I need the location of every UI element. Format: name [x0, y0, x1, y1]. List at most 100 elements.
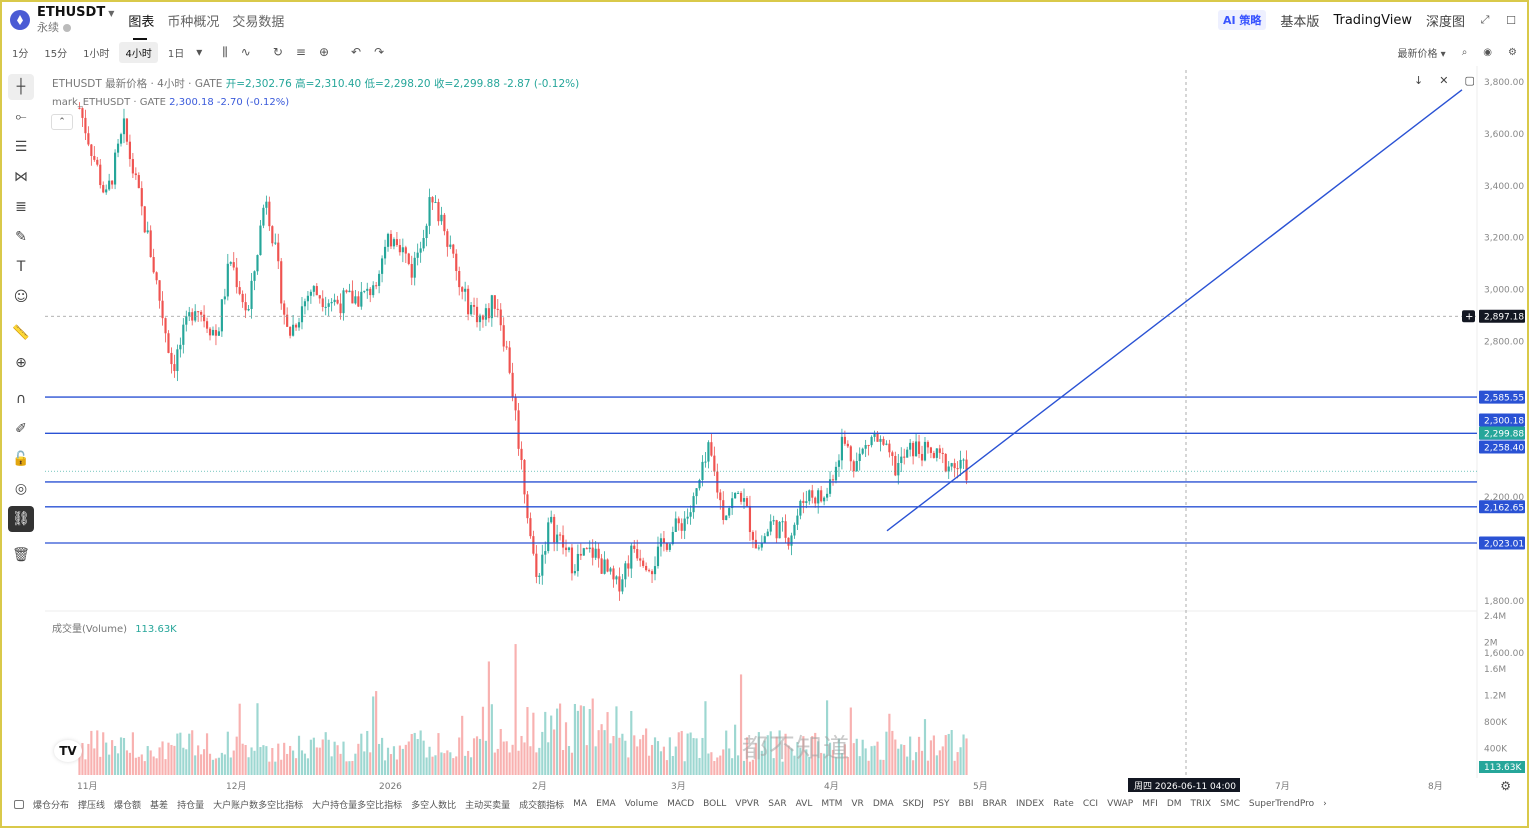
- chart-settings-icon[interactable]: ⚙: [1500, 779, 1511, 793]
- zoom-icon[interactable]: ⊕: [15, 355, 27, 371]
- indicator-BBI[interactable]: BBI: [958, 799, 974, 809]
- indicator-INDEX[interactable]: INDEX: [1016, 799, 1045, 809]
- indicator-TRIX[interactable]: TRIX: [1190, 799, 1212, 809]
- volume-bar: [796, 742, 799, 775]
- indicator-SAR[interactable]: SAR: [768, 799, 787, 809]
- link-icon[interactable]: ⛓: [8, 506, 34, 532]
- eye-icon[interactable]: ◎: [14, 481, 28, 497]
- indicator-panel-icon[interactable]: [14, 799, 24, 809]
- indicator-SMC[interactable]: SMC: [1220, 799, 1240, 809]
- timeframe-0[interactable]: 1分: [12, 48, 29, 60]
- indicator-成交额指标[interactable]: 成交额指标: [519, 800, 565, 811]
- indicator-AVL[interactable]: AVL: [795, 799, 813, 809]
- crosshair-icon[interactable]: ┼: [8, 74, 34, 100]
- x-tick-label-2: 2026: [379, 782, 402, 792]
- timeframe-dropdown-icon[interactable]: ▾: [196, 45, 203, 59]
- indicator-撑压线[interactable]: 撑压线: [78, 800, 106, 811]
- volume-bar: [906, 756, 909, 775]
- lock-draw-icon[interactable]: ✐: [15, 421, 27, 437]
- indicators-icon[interactable]: ∿: [240, 45, 251, 59]
- candle-body: [102, 185, 105, 193]
- text-icon[interactable]: T: [16, 259, 26, 275]
- candle-body: [772, 520, 775, 522]
- indicator-PSY[interactable]: PSY: [932, 799, 950, 809]
- legend-low: 低=2,298.20: [364, 78, 431, 90]
- collapse-legend-button[interactable]: ⌃: [51, 114, 73, 130]
- pattern-icon[interactable]: ⋈: [14, 169, 28, 185]
- indicator-BOLL[interactable]: BOLL: [703, 799, 727, 809]
- camera-icon[interactable]: ◉: [1483, 46, 1493, 58]
- ruler-icon[interactable]: 📏: [12, 325, 30, 341]
- candle-body: [529, 518, 532, 537]
- indicator-爆仓额[interactable]: 爆仓额: [114, 800, 142, 811]
- volume-bar: [802, 736, 805, 775]
- indicator-MTM[interactable]: MTM: [821, 799, 843, 809]
- search-icon[interactable]: ⌕: [1461, 46, 1468, 58]
- candle-body: [900, 456, 903, 463]
- tab-0[interactable]: 图表: [128, 5, 154, 40]
- redo-icon[interactable]: ↷: [374, 45, 385, 59]
- arrow-down-icon[interactable]: ↓: [1414, 74, 1424, 87]
- indicator-大户账户数多空比指标[interactable]: 大户账户数多空比指标: [213, 800, 304, 811]
- indicator-DMA[interactable]: DMA: [872, 799, 894, 809]
- tab-2[interactable]: 交易数据: [232, 14, 285, 30]
- timeframe-1[interactable]: 15分: [44, 48, 68, 60]
- horizontal-ray-icon[interactable]: ⟜: [15, 109, 27, 125]
- indicator-主动买卖量[interactable]: 主动买卖量: [465, 800, 511, 811]
- indicator-Rate[interactable]: Rate: [1053, 799, 1074, 809]
- depth-chart-button[interactable]: 深度图: [1425, 14, 1465, 30]
- fib-icon[interactable]: ≣: [15, 199, 27, 215]
- ai-strategy-button[interactable]: AI 策略: [1217, 10, 1267, 30]
- maximize-icon[interactable]: ▢: [1464, 74, 1475, 87]
- basic-view-button[interactable]: 基本版: [1280, 14, 1320, 30]
- indicator-持仓量[interactable]: 持仓量: [177, 800, 205, 811]
- indicator-SuperTrendPro[interactable]: SuperTrendPro: [1248, 799, 1315, 809]
- timeframe-2[interactable]: 1小时: [83, 48, 110, 60]
- indicator-MFI[interactable]: MFI: [1142, 799, 1158, 809]
- indicator-多空人数比[interactable]: 多空人数比: [411, 800, 457, 811]
- indicator-VPVR[interactable]: VPVR: [735, 799, 760, 809]
- candle-body: [312, 286, 315, 292]
- indicator-MA[interactable]: MA: [573, 799, 588, 809]
- emoji-icon[interactable]: ☺: [13, 289, 29, 305]
- replay-icon[interactable]: ↻: [272, 45, 283, 59]
- magnet-icon[interactable]: ∩: [15, 391, 27, 407]
- tradingview-button[interactable]: TradingView: [1333, 12, 1412, 28]
- brush-icon[interactable]: ✎: [15, 229, 27, 245]
- settings-icon[interactable]: ⚙: [1508, 46, 1517, 58]
- lock-icon[interactable]: 🔓: [12, 451, 30, 467]
- tab-1[interactable]: 币种概况: [167, 14, 220, 30]
- indicator-more-icon[interactable]: ›: [1323, 799, 1327, 809]
- add-alert-icon[interactable]: ⊕: [318, 45, 330, 59]
- candle-body: [722, 500, 725, 520]
- indicator-Volume[interactable]: Volume: [624, 799, 659, 809]
- volume-bar: [823, 753, 826, 775]
- indicator-EMA[interactable]: EMA: [596, 799, 616, 809]
- undo-icon[interactable]: ↶: [351, 45, 362, 59]
- indicator-爆仓分布[interactable]: 爆仓分布: [33, 800, 70, 811]
- indicator-MACD[interactable]: MACD: [667, 799, 695, 809]
- expand-icon[interactable]: ⤢: [1480, 13, 1490, 26]
- template-icon[interactable]: ≡: [295, 45, 306, 59]
- parallel-lines-icon[interactable]: ☰: [14, 139, 28, 155]
- indicator-SKDJ[interactable]: SKDJ: [902, 799, 924, 809]
- indicator-大户持仓量多空比指标[interactable]: 大户持仓量多空比指标: [312, 800, 403, 811]
- indicator-VR[interactable]: VR: [851, 799, 864, 809]
- indicator-CCI[interactable]: CCI: [1082, 799, 1099, 809]
- fullscreen-icon[interactable]: ☐: [1506, 13, 1516, 27]
- price-type-select[interactable]: 最新价格 ▾: [1397, 48, 1446, 60]
- candle-type-icon[interactable]: ⫼: [222, 44, 228, 59]
- symbol-selector[interactable]: ETHUSDT ▼ 永续: [37, 5, 114, 35]
- info-icon[interactable]: [63, 23, 71, 32]
- tradingview-logo-icon[interactable]: TV: [54, 740, 82, 762]
- candle-body: [149, 230, 152, 258]
- collapse-icon[interactable]: ✕: [1439, 74, 1449, 87]
- indicator-DM[interactable]: DM: [1166, 799, 1182, 809]
- trash-icon[interactable]: 🗑: [12, 547, 30, 563]
- timeframe-4[interactable]: 1日: [167, 48, 185, 60]
- indicator-基差[interactable]: 基差: [150, 800, 169, 811]
- indicator-BRAR[interactable]: BRAR: [982, 799, 1008, 809]
- timeframe-3[interactable]: 4小时: [119, 41, 158, 63]
- indicator-VWAP[interactable]: VWAP: [1107, 799, 1134, 809]
